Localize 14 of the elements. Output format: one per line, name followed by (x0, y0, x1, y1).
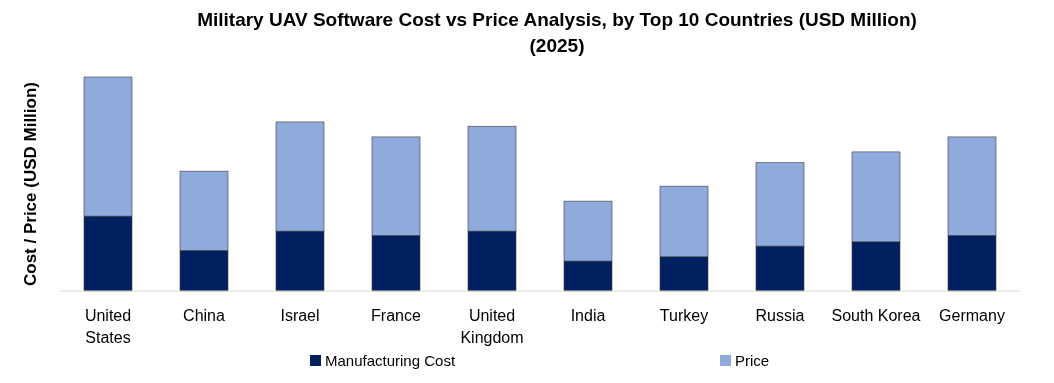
x-tick-label: Russia (755, 307, 805, 324)
y-axis-title: Cost / Price (USD Million) (21, 81, 40, 287)
x-tick-label: United Kingdom (460, 307, 524, 346)
x-tick-label: China (183, 307, 225, 324)
x-tick-label: United States (84, 307, 132, 346)
x-tick-label: Turkey (659, 307, 709, 324)
chart-title: Military UAV Software Cost vs Price Analysis, by Top 10 Countries (USD Million) (2025) (197, 9, 917, 56)
legend-label: Price (735, 352, 770, 369)
x-tick-label: India (570, 307, 606, 324)
x-tick-label: South Korea (831, 307, 921, 324)
x-tick-label: Israel (280, 307, 320, 324)
x-tick-label: France (371, 307, 421, 324)
x-tick-label: Germany (939, 307, 1005, 324)
legend-label: Manufacturing Cost (325, 352, 456, 369)
